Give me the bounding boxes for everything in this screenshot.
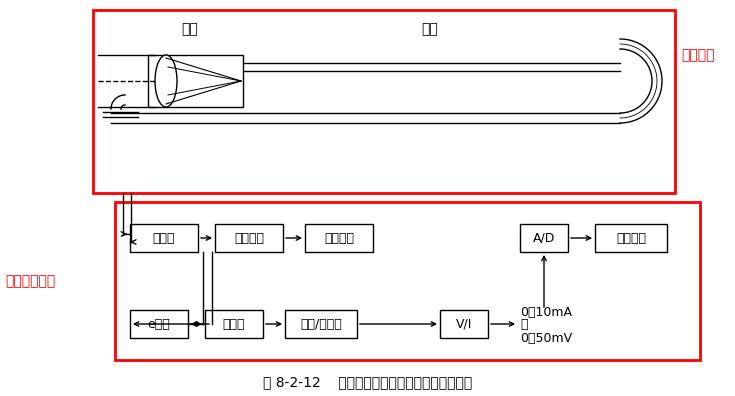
Text: 光缆: 光缆 [422, 22, 438, 36]
Bar [148, 55, 243, 107]
Ellipse shape [155, 55, 177, 107]
Bar [595, 224, 667, 252]
Bar [205, 310, 263, 338]
Bar [520, 224, 568, 252]
Text: 恒温控制: 恒温控制 [324, 232, 354, 244]
Text: 探测器: 探测器 [153, 232, 175, 244]
Bar [215, 224, 283, 252]
Text: 0～50mV: 0～50mV [520, 331, 572, 345]
Text: 或: 或 [520, 318, 528, 331]
Text: 数字显示: 数字显示 [616, 232, 646, 244]
Text: 探头: 探头 [182, 22, 198, 36]
Bar [93, 10, 675, 193]
Text: 线性化: 线性化 [223, 318, 245, 331]
Text: 前置放大: 前置放大 [234, 232, 264, 244]
Text: 峰值/瞬时值: 峰值/瞬时值 [300, 318, 342, 331]
Text: 信号处理系统: 信号处理系统 [5, 274, 55, 288]
Text: V/I: V/I [456, 318, 472, 331]
Text: A/D: A/D [533, 232, 555, 244]
Bar [285, 310, 357, 338]
Bar [115, 202, 700, 360]
Text: 图 8-2-12    单波长光纤辐射温度传感器组成框图: 图 8-2-12 单波长光纤辐射温度传感器组成框图 [263, 375, 472, 389]
Bar [305, 224, 373, 252]
Bar [130, 224, 198, 252]
Bar [440, 310, 488, 338]
Bar [130, 310, 188, 338]
Text: 光路系统: 光路系统 [681, 48, 714, 62]
Text: e校正: e校正 [148, 318, 171, 331]
Text: 0～10mA: 0～10mA [520, 305, 572, 318]
